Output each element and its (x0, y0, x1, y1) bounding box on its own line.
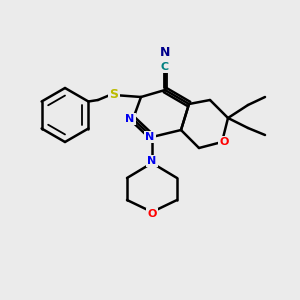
Text: N: N (125, 114, 135, 124)
Text: N: N (147, 156, 157, 166)
Text: N: N (146, 132, 154, 142)
Text: C: C (161, 62, 169, 72)
Text: N: N (160, 46, 170, 59)
Text: O: O (219, 137, 229, 147)
Text: O: O (147, 209, 157, 219)
Text: S: S (110, 88, 118, 101)
